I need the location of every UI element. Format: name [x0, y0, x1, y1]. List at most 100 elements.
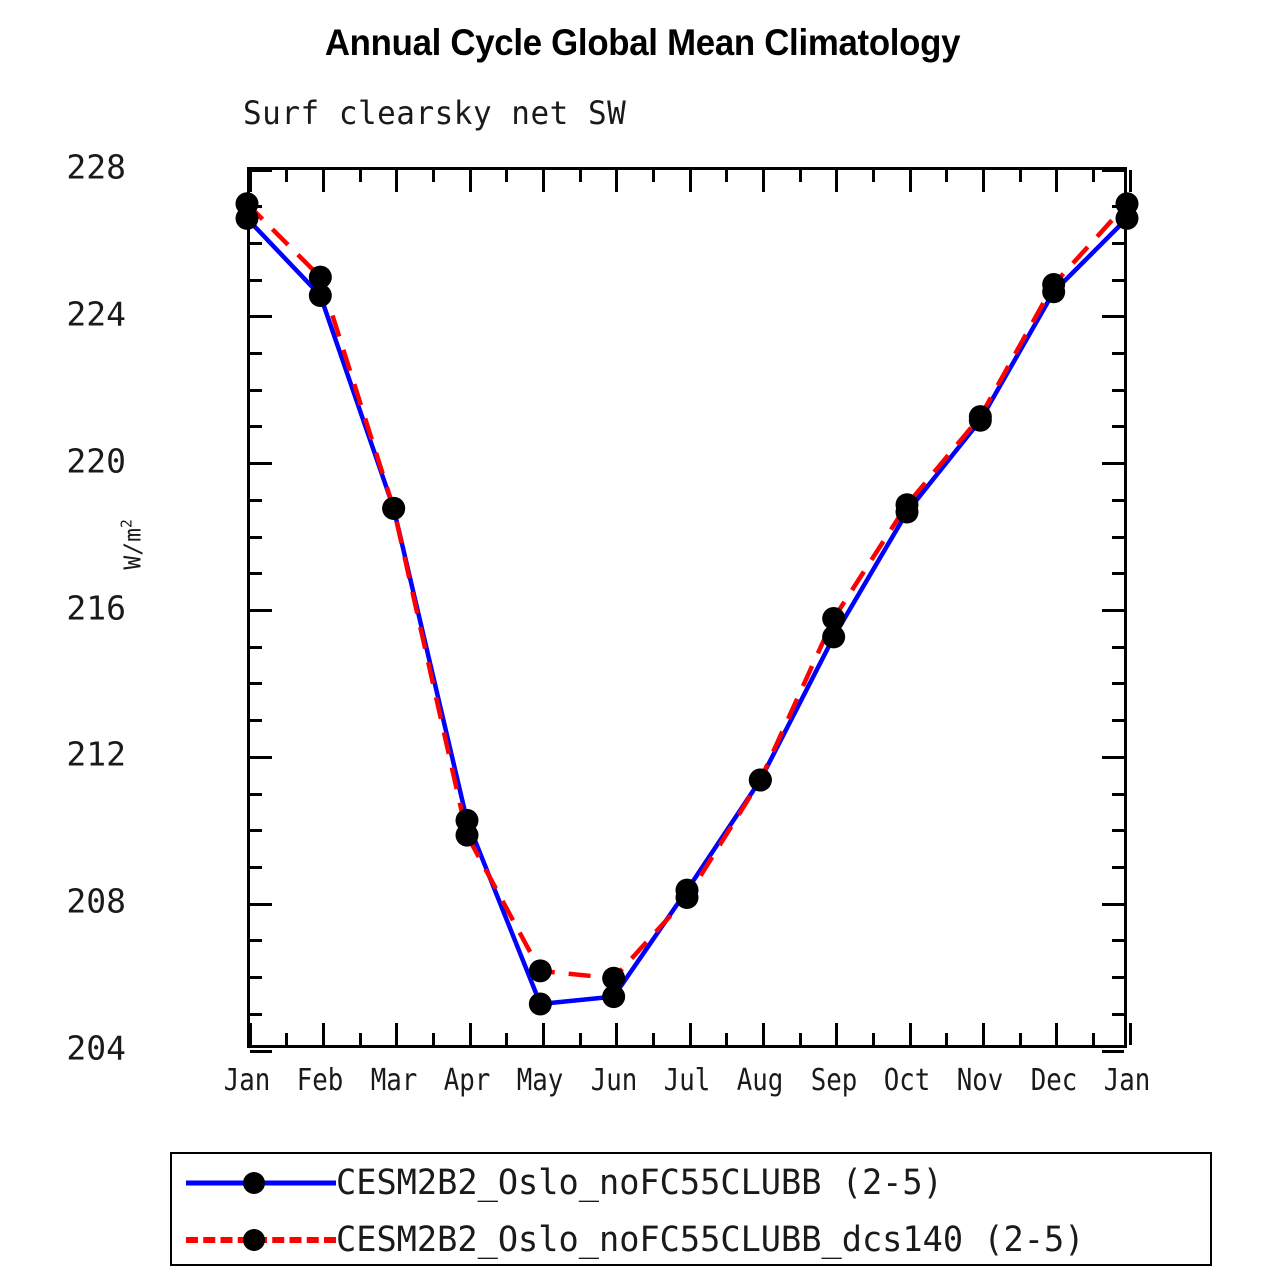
x-tick-major	[981, 1023, 985, 1045]
y-tick-minor	[1112, 498, 1124, 502]
y-axis-label-text: W/m	[120, 528, 147, 570]
y-tick-major	[250, 462, 272, 466]
y-tick-label: 228	[66, 147, 126, 187]
y-tick-minor	[1112, 682, 1124, 686]
x-tick-major	[1128, 1023, 1132, 1045]
y-tick-major	[250, 168, 272, 172]
x-tick-label: Dec	[1030, 1063, 1077, 1098]
y-tick-minor	[1112, 572, 1124, 576]
y-tick-major	[250, 1049, 272, 1053]
legend-line-sample	[186, 1220, 336, 1260]
legend-item-2[interactable]: CESM2B2_Oslo_noFC55CLUBB_dcs140 (2-5)	[172, 1211, 1210, 1268]
y-tick-minor	[1112, 976, 1124, 980]
x-tick-label: Apr	[443, 1063, 491, 1098]
x-tick-major	[1055, 1023, 1059, 1045]
y-tick-minor	[250, 572, 262, 576]
y-tick-minor	[1112, 829, 1124, 833]
x-tick-label: Feb	[297, 1063, 344, 1098]
x-tick-label: May	[517, 1063, 564, 1098]
x-tick-label: Nov	[957, 1063, 1004, 1098]
x-tick-minor	[578, 170, 582, 182]
y-tick-major	[250, 609, 272, 612]
y-tick-minor	[1112, 278, 1124, 282]
x-tick-minor	[358, 170, 362, 182]
chart-subtitle: Surf clearsky net SW	[243, 95, 627, 133]
x-tick-major	[835, 1023, 839, 1045]
legend-item-1[interactable]: CESM2B2_Oslo_noFC55CLUBB (2-5)	[172, 1154, 1210, 1211]
y-tick-major	[1102, 755, 1124, 759]
y-tick-minor	[1112, 388, 1124, 392]
x-tick-minor	[285, 170, 289, 182]
x-tick-label: Jan	[223, 1063, 271, 1098]
legend-label: CESM2B2_Oslo_noFC55CLUBB_dcs140 (2-5)	[336, 1219, 1085, 1260]
y-tick-minor	[250, 241, 262, 245]
x-tick-minor	[1091, 1033, 1095, 1045]
y-tick-label: 224	[66, 294, 126, 334]
x-tick-major	[468, 170, 472, 192]
x-tick-minor	[358, 1033, 362, 1045]
y-tick-minor	[250, 645, 262, 649]
x-tick-minor	[1091, 170, 1095, 182]
x-tick-major	[541, 1023, 545, 1045]
x-tick-minor	[725, 170, 729, 182]
x-tick-major	[688, 170, 692, 192]
x-tick-major	[468, 1023, 472, 1045]
y-tick-minor	[250, 352, 262, 356]
y-tick-minor	[250, 976, 262, 980]
x-tick-major	[395, 1023, 399, 1045]
y-tick-minor	[1112, 535, 1124, 539]
y-tick-minor	[250, 792, 262, 796]
y-tick-major	[1102, 1049, 1124, 1053]
y-tick-minor	[250, 865, 262, 869]
y-tick-label: 208	[66, 881, 126, 921]
y-tick-minor	[250, 719, 262, 723]
y-tick-major	[250, 755, 272, 759]
x-tick-minor	[725, 1033, 729, 1045]
y-tick-minor	[250, 388, 262, 392]
legend: CESM2B2_Oslo_noFC55CLUBB (2-5) CESM2B2_Os…	[170, 1152, 1212, 1266]
x-tick-minor	[578, 1033, 582, 1045]
y-tick-minor	[1112, 425, 1124, 429]
x-tick-minor	[285, 1033, 289, 1045]
x-tick-major	[541, 170, 545, 192]
x-tick-minor	[431, 1033, 435, 1045]
x-tick-label: Mar	[370, 1063, 417, 1098]
x-tick-major	[761, 1023, 765, 1045]
y-tick-major	[1102, 315, 1124, 319]
x-tick-major	[908, 1023, 912, 1045]
x-tick-major	[395, 170, 399, 192]
y-tick-minor	[1112, 205, 1124, 209]
x-tick-minor	[651, 1033, 655, 1045]
y-tick-minor	[1112, 352, 1124, 356]
y-tick-label: 212	[66, 734, 126, 774]
y-tick-minor	[1112, 939, 1124, 943]
y-tick-minor	[1112, 719, 1124, 723]
x-tick-major	[835, 170, 839, 192]
x-tick-minor	[945, 1033, 949, 1045]
x-tick-major	[248, 170, 252, 192]
y-tick-minor	[250, 498, 262, 502]
y-tick-minor	[1112, 645, 1124, 649]
x-tick-major	[615, 170, 619, 192]
x-tick-major	[688, 1023, 692, 1045]
legend-label: CESM2B2_Oslo_noFC55CLUBB (2-5)	[336, 1162, 943, 1203]
y-tick-minor	[250, 205, 262, 209]
page-title: Annual Cycle Global Mean Climatology	[324, 22, 961, 63]
x-tick-label: Jun	[590, 1063, 637, 1098]
x-tick-label: Jan	[1103, 1063, 1151, 1098]
y-tick-minor	[250, 939, 262, 943]
y-tick-label: 204	[66, 1028, 126, 1068]
plot-area	[247, 167, 1132, 1053]
y-tick-minor	[1112, 792, 1124, 796]
x-tick-major	[1128, 170, 1132, 192]
y-tick-major	[1102, 168, 1124, 172]
x-tick-minor	[871, 1033, 875, 1045]
y-tick-label: 220	[66, 441, 126, 481]
y-tick-major	[1102, 462, 1124, 466]
x-tick-major	[761, 170, 765, 192]
x-tick-major	[321, 170, 325, 192]
y-tick-minor	[250, 829, 262, 833]
y-tick-major	[1102, 609, 1124, 612]
legend-line-sample	[186, 1163, 336, 1203]
